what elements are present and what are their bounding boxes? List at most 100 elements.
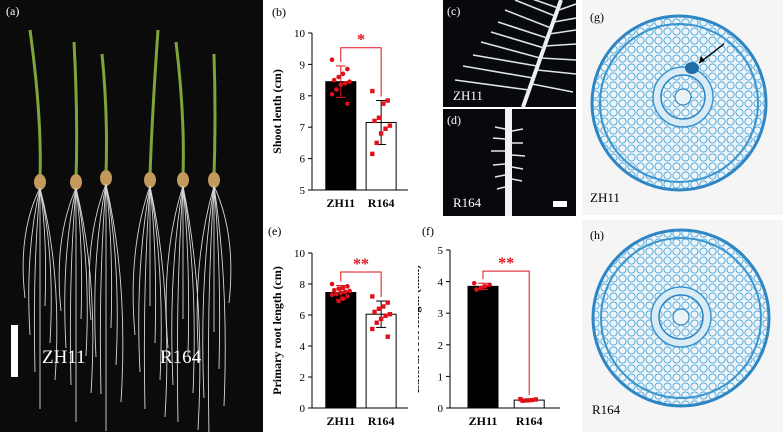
panel-h-label: (h) [590, 228, 604, 242]
chart-e-primary-root-length: 0 2 4 6 8 10 Primary root length (cm) ZH11 R164 *… [270, 248, 408, 428]
y-tick-label: 5 [300, 185, 306, 197]
data-point [347, 79, 352, 84]
data-point [374, 320, 379, 325]
significance-marker: ** [498, 255, 514, 272]
panel-d-caption: R164 [453, 195, 482, 210]
data-point [336, 286, 341, 291]
data-point [383, 126, 388, 131]
y-tick-label: 5 [438, 245, 444, 257]
data-point [342, 80, 348, 86]
data-point [385, 98, 390, 103]
data-point [372, 309, 377, 315]
data-point [334, 291, 339, 297]
x-tick-label: R164 [368, 196, 395, 210]
data-point [378, 131, 384, 136]
panel-d-label: (d) [447, 113, 461, 127]
data-point [474, 287, 479, 292]
y-tick-label: 4 [300, 341, 306, 353]
y-tick-label: 10 [294, 28, 306, 40]
data-point [385, 334, 390, 339]
y-axis-label: Primary root length (cm) [270, 266, 284, 395]
data-point [340, 71, 346, 77]
y-tick-label: 2 [438, 340, 444, 352]
data-point [370, 151, 375, 157]
data-point [387, 312, 393, 317]
panel-g-label: (g) [590, 10, 604, 24]
data-point [372, 118, 377, 124]
data-point [338, 290, 344, 295]
panel-a-photo: (a) ZH11 R164 [0, 0, 263, 432]
y-tick-label: 7 [300, 122, 306, 134]
y-tick-label: 9 [300, 59, 306, 71]
data-point [345, 101, 350, 106]
lateral-roots-r164 [491, 109, 567, 216]
data-point [370, 88, 375, 94]
panel-h-caption: R164 [592, 402, 621, 417]
group-label-zh11: ZH11 [42, 347, 86, 368]
y-axis-label: Shoot lenth (cm) [270, 69, 284, 154]
data-point [338, 82, 344, 88]
data-point [478, 285, 484, 291]
y-tick-label: 1 [438, 371, 444, 383]
data-point [345, 284, 350, 289]
data-point [331, 77, 337, 83]
significance-marker: * [357, 32, 365, 49]
panel-g-micrograph: (g) ZH11 [582, 0, 783, 215]
data-point [347, 288, 352, 294]
data-point [345, 66, 350, 72]
data-point [374, 140, 379, 146]
data-point [533, 397, 538, 402]
lateral-roots-zh11 [454, 0, 576, 107]
x-tick-label: ZH11 [469, 414, 498, 428]
data-point [387, 123, 393, 128]
x-tick-label: R164 [368, 414, 395, 428]
bar-zh11 [467, 285, 499, 409]
y-tick-label: 3 [438, 308, 444, 320]
x-tick-label: R164 [516, 414, 543, 428]
y-tick-label: 0 [438, 403, 444, 415]
data-point [385, 300, 390, 305]
significance-marker: ** [353, 256, 369, 273]
data-point [370, 294, 375, 299]
panel-c-label: (c) [447, 4, 461, 18]
y-tick-label: 10 [294, 248, 306, 260]
data-point [340, 285, 346, 291]
panel-e-label: (e) [268, 224, 282, 238]
data-point [520, 398, 525, 403]
root-cross-section-zh11 [590, 14, 768, 192]
panel-b-label: (b) [272, 5, 286, 19]
data-point [331, 287, 337, 293]
data-point [340, 296, 346, 302]
data-point [381, 101, 386, 106]
root-cross-section-r164 [591, 228, 771, 408]
y-axis-label: Lateral root length (mm) [418, 265, 422, 393]
panel-f-label: (f) [422, 224, 434, 238]
significance-bracket [340, 47, 382, 97]
data-point [336, 74, 341, 80]
data-point [345, 294, 350, 299]
data-point [482, 284, 488, 289]
significance-bracket [482, 270, 530, 396]
data-point [329, 292, 335, 298]
scale-bar [553, 201, 567, 207]
data-point [518, 396, 523, 402]
data-point [487, 282, 492, 288]
data-point [329, 57, 335, 62]
data-point [334, 87, 339, 92]
data-point [342, 289, 348, 295]
y-tick-label: 0 [300, 403, 306, 415]
panel-h-micrograph: (h) R164 [582, 220, 783, 432]
data-point [524, 398, 530, 403]
bar-zh11 [325, 292, 357, 409]
panel-d-photo: (d) R164 [443, 109, 576, 216]
seedlings-illustration [11, 29, 232, 432]
data-point [370, 326, 375, 332]
data-point [329, 91, 335, 97]
data-point [376, 306, 382, 311]
scale-bar [11, 325, 18, 377]
bar-zh11 [325, 81, 357, 191]
panel-c-caption: ZH11 [453, 88, 483, 103]
data-point [336, 298, 341, 304]
y-tick-label: 8 [300, 279, 306, 291]
x-tick-label: ZH11 [326, 414, 355, 428]
